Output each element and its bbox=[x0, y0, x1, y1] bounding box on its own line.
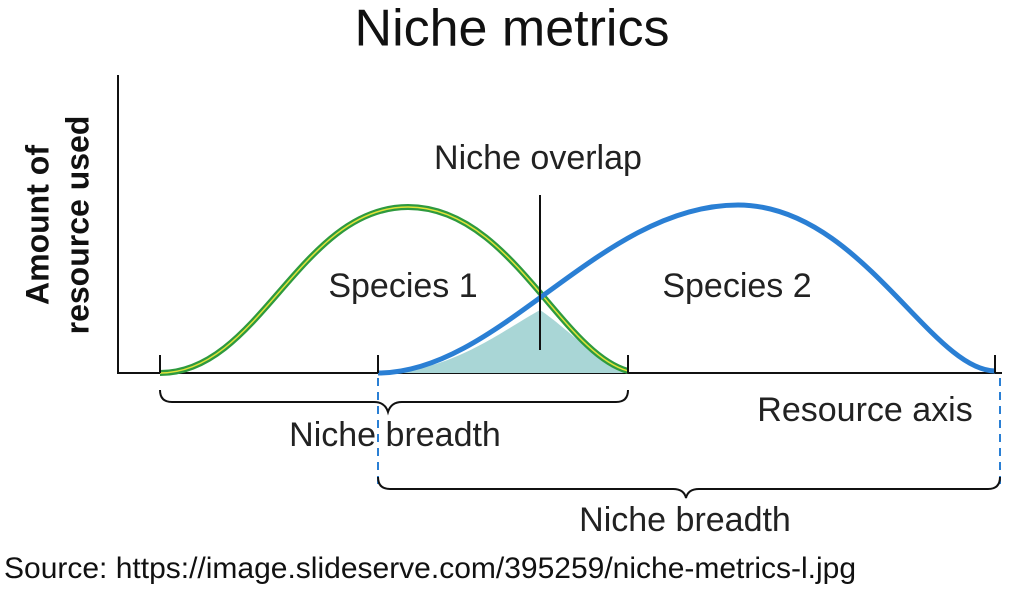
overlap-area bbox=[378, 310, 628, 373]
brace-2 bbox=[377, 476, 1001, 499]
axis-ticks bbox=[159, 355, 996, 373]
breadth-guides bbox=[377, 378, 1001, 490]
species-2-curve bbox=[377, 202, 996, 376]
title: Niche metrics bbox=[355, 0, 670, 58]
overlap-label: Niche overlap bbox=[434, 139, 642, 177]
y-label-line: Amount of bbox=[19, 145, 55, 305]
species-label: Species 2 bbox=[662, 267, 811, 305]
brace-1 bbox=[159, 389, 629, 416]
y-label-line: resource used bbox=[59, 116, 95, 335]
species-label: Species 1 bbox=[328, 267, 477, 305]
y-axis-label: Amount of resource used bbox=[19, 116, 95, 335]
breadth-label: Niche breadth bbox=[289, 416, 501, 454]
species-1-curve-inner bbox=[159, 206, 629, 374]
source: Source: https://image.slideserve.com/395… bbox=[4, 552, 856, 585]
axis-label: Resource axis bbox=[757, 391, 972, 429]
breadth-label: Niche breadth bbox=[579, 501, 791, 539]
